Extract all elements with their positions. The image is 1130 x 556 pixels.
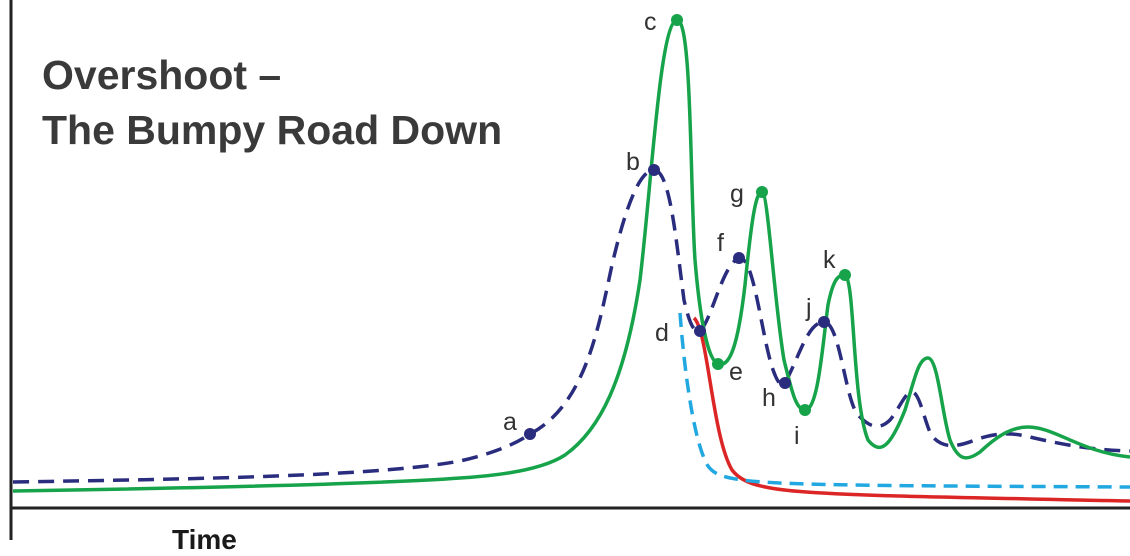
label-a: a [503, 408, 517, 436]
title-line-1: Overshoot – [42, 52, 282, 98]
point-a [524, 428, 536, 440]
label-k: k [823, 246, 836, 274]
annotation-labels: a b c d e f g h i j k [503, 8, 836, 450]
x-axis-label: Time [172, 524, 237, 555]
point-e [712, 358, 724, 370]
label-i: i [794, 422, 800, 450]
label-j: j [805, 294, 812, 322]
label-h: h [762, 384, 776, 412]
point-b [648, 164, 660, 176]
label-g: g [730, 180, 744, 208]
chart-title: Overshoot – The Bumpy Road Down [42, 48, 502, 158]
label-b: b [626, 148, 640, 176]
point-d [694, 325, 706, 337]
point-g [756, 186, 768, 198]
point-j [818, 316, 830, 328]
annotation-points [524, 14, 851, 440]
title-line-2: The Bumpy Road Down [42, 107, 503, 153]
point-c [671, 14, 683, 26]
point-h [779, 377, 791, 389]
curve-red [692, 316, 1130, 503]
label-c: c [644, 8, 657, 36]
curve-navy-dashed [12, 168, 1130, 484]
label-d: d [655, 319, 669, 347]
label-e: e [729, 358, 743, 386]
point-i [799, 404, 811, 416]
label-f: f [717, 229, 724, 257]
curve-cyan-dashed [678, 312, 1130, 489]
point-k [839, 269, 851, 281]
point-f [733, 252, 745, 264]
